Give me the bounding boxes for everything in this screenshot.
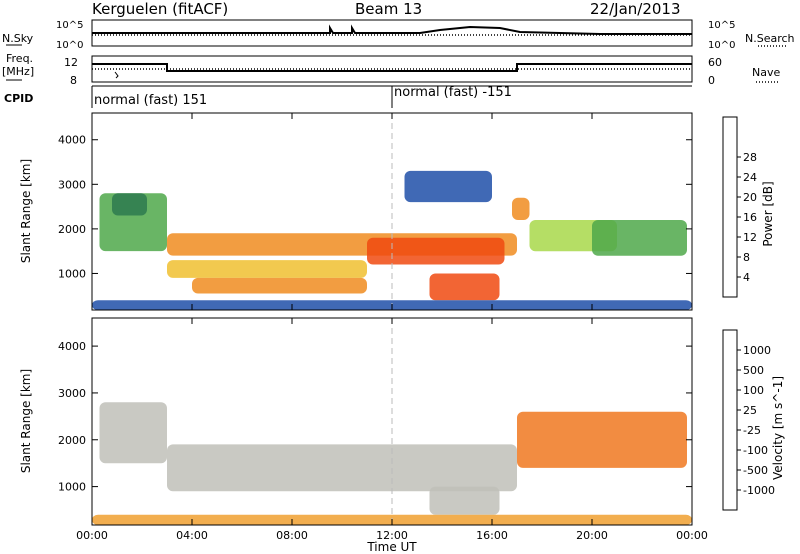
- power-echo-regions: [92, 170, 692, 310]
- power-colorbar: 4 8 12 16 20 24 28: [722, 116, 757, 298]
- colorbar-tick-label: 100: [743, 384, 764, 397]
- velocity-panel: 1000 2000 3000 4000 00:00 04:00 08:00 12:00 16:…: [19, 317, 785, 554]
- freq-label-line1: Freq.: [6, 52, 33, 65]
- nsearch-label: N.Search: [745, 32, 795, 45]
- x-tick-label: 16:00: [476, 529, 508, 542]
- velocity-ylabel: Slant Range [km]: [19, 369, 33, 473]
- x-axis-title: Time UT: [366, 540, 417, 554]
- power-echo-region: [192, 277, 367, 294]
- power-echo-region: [367, 237, 505, 265]
- freq-trace: [92, 63, 692, 72]
- x-tick-label: 20:00: [576, 529, 608, 542]
- power-echo-region: [592, 220, 687, 256]
- power-echo-region: [429, 273, 500, 301]
- power-y-axis: 1000 2000 3000 4000: [58, 134, 692, 280]
- power-ylabel: Slant Range [km]: [19, 159, 33, 263]
- freq-tick-top: 12: [64, 56, 78, 69]
- nsky-tick-bottom: 10^0: [56, 40, 83, 51]
- power-panel: 1000 2000 3000 4000 Slant Range [km] 4 8 12 16…: [19, 112, 775, 311]
- y-tick-label: 4000: [58, 340, 86, 353]
- power-x-ticks: [91, 113, 693, 310]
- freq-tick-bottom: 8: [70, 74, 77, 87]
- velocity-y-axis: 1000 2000 3000 4000: [58, 340, 692, 494]
- power-echo-region: [512, 197, 530, 220]
- beam-title: Beam 13: [355, 0, 423, 18]
- y-tick-label: 2000: [58, 223, 86, 236]
- velocity-colorbar: 1000 500 100 25 -25 -100 -500 -1000: [722, 329, 775, 511]
- colorbar-tick-label: 500: [743, 364, 764, 377]
- power-echo-region: [404, 170, 492, 203]
- colorbar-tick-label: -100: [743, 444, 768, 457]
- colorbar-tick-label: 20: [743, 191, 757, 204]
- nsky-tick-top: 10^5: [56, 20, 83, 31]
- y-tick-label: 3000: [58, 178, 86, 191]
- x-tick-label: 12:00: [376, 529, 408, 542]
- freq-label-line2: [MHz]: [2, 65, 34, 78]
- power-plot-background: [92, 113, 692, 310]
- power-echo-region: [167, 260, 367, 278]
- cpid-label: CPID: [4, 92, 33, 105]
- x-tick-label: 04:00: [176, 529, 208, 542]
- cpid-mode-2: normal (fast) -151: [394, 85, 512, 100]
- colorbar-tick-label: 8: [743, 251, 750, 264]
- nave-label: Nave: [752, 66, 780, 79]
- colorbar-tick-label: 25: [743, 404, 757, 417]
- nsearch-tick-bottom: 10^0: [708, 40, 735, 51]
- nsky-label: N.Sky: [2, 32, 34, 45]
- velocity-x-axis: 00:00 04:00 08:00 12:00 16:00 20:00 00:00: [76, 318, 708, 542]
- freq-panel: Freq. [MHz] 12 8 60 0 Nave: [2, 52, 780, 87]
- power-colorbar-label: Power [dB]: [761, 181, 775, 246]
- nave-tick-bottom: 0: [708, 74, 715, 87]
- station-title: Kerguelen (fitACF): [92, 0, 229, 18]
- y-tick-label: 1000: [58, 267, 86, 280]
- colorbar-tick-label: -1000: [743, 484, 775, 497]
- y-tick-label: 4000: [58, 134, 86, 147]
- colorbar-tick-label: -25: [743, 424, 761, 437]
- x-tick-label: 00:00: [676, 529, 708, 542]
- colorbar-frame: [722, 116, 738, 298]
- colorbar-tick-label: 28: [743, 151, 757, 164]
- colorbar-tick-label: -500: [743, 464, 768, 477]
- nsky-panel: N.Sky 10^5 10^0 10^5 10^0 N.Search: [2, 19, 795, 51]
- power-echo-region: [112, 193, 147, 216]
- colorbar-tick-label: 1000: [743, 344, 771, 357]
- colorbar-tick-label: 16: [743, 211, 757, 224]
- colorbar-frame: [722, 329, 738, 511]
- date-title: 22/Jan/2013: [590, 0, 681, 18]
- colorbar-tick-label: 4: [743, 271, 750, 284]
- cpid-mode-1: normal (fast) 151: [94, 93, 207, 108]
- velocity-echo-region: [99, 402, 167, 464]
- colorbar-tick-label: 12: [743, 231, 757, 244]
- x-tick-label: 00:00: [76, 529, 108, 542]
- cpid-panel: CPID normal (fast) 151 normal (fast) -15…: [4, 85, 692, 108]
- y-tick-label: 2000: [58, 434, 86, 447]
- y-tick-label: 3000: [58, 387, 86, 400]
- velocity-echo-region: [167, 444, 517, 492]
- nave-tick-top: 60: [708, 56, 722, 69]
- nsky-trace: [92, 24, 692, 35]
- velocity-echo-region: [429, 486, 500, 515]
- colorbar-tick-label: 24: [743, 171, 757, 184]
- nsearch-tick-top: 10^5: [708, 20, 735, 31]
- y-tick-label: 1000: [58, 481, 86, 494]
- x-tick-label: 08:00: [276, 529, 308, 542]
- freq-glitch: [114, 71, 119, 79]
- velocity-colorbar-label: Velocity [m s^-1]: [771, 376, 785, 480]
- velocity-echo-region: [517, 411, 687, 468]
